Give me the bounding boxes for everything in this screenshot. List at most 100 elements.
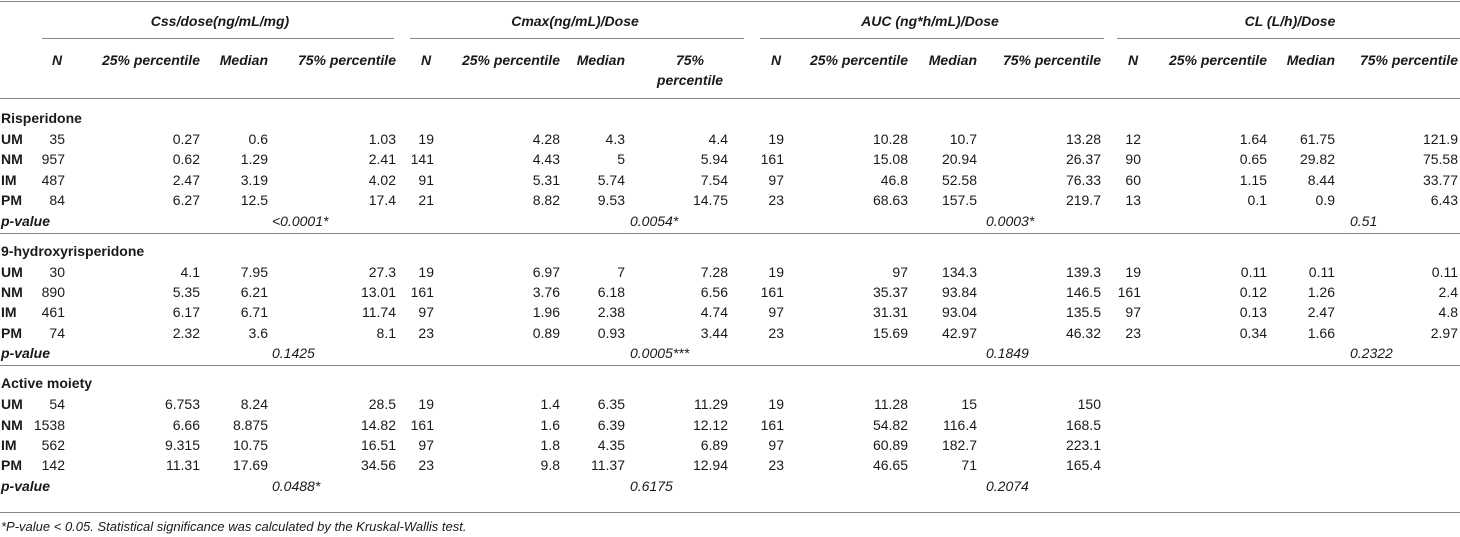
cell-p25: 0.62 bbox=[172, 151, 200, 168]
cell-median: 0.6 bbox=[248, 131, 268, 147]
section-title: Risperidone bbox=[1, 110, 82, 126]
cell-p25: 31.31 bbox=[872, 304, 908, 321]
pvalue: 0.1425 bbox=[272, 345, 315, 362]
cell-p75: 13.28 bbox=[1065, 131, 1101, 147]
cell-median: 8.24 bbox=[240, 396, 268, 413]
cell-p75: 11.74 bbox=[362, 304, 396, 321]
col-header-p75: 75% percentile bbox=[1002, 52, 1101, 68]
col-header-p25: 25% percentile bbox=[101, 52, 200, 68]
cell-p25: 1.4 bbox=[540, 396, 560, 413]
group-header-underline bbox=[1117, 38, 1460, 39]
cell-median: 12.5 bbox=[240, 192, 268, 209]
cell-median: 116.4 bbox=[943, 416, 977, 433]
cell-p75: 14.82 bbox=[360, 416, 396, 433]
pvalue: 0.2322 bbox=[1350, 345, 1393, 362]
pvalue-label: p-value bbox=[1, 212, 51, 229]
cell-p75: 17.4 bbox=[368, 192, 396, 209]
col-header-n: N bbox=[420, 52, 432, 68]
cell-p25: 1.15 bbox=[1239, 171, 1267, 188]
cell-p75: 146.5 bbox=[1065, 284, 1101, 300]
cell-p25: 1.96 bbox=[532, 304, 560, 321]
cell-median: 20.94 bbox=[941, 151, 977, 168]
cell-median: 7 bbox=[617, 263, 625, 280]
row-label: UM bbox=[1, 263, 23, 280]
cell-median: 6.21 bbox=[240, 284, 268, 300]
row-label: IM bbox=[1, 171, 17, 188]
cell-median: 10.75 bbox=[232, 437, 268, 453]
cell-p75: 219.7 bbox=[1065, 192, 1101, 209]
cell-n: 97 bbox=[418, 304, 434, 321]
cell-p25: 0.12 bbox=[1239, 284, 1267, 300]
cell-p75: 135.5 bbox=[1065, 304, 1101, 321]
cell-p25: 46.8 bbox=[880, 171, 908, 188]
section-title: 9-hydroxyrisperidone bbox=[1, 242, 145, 259]
cell-median: 17.69 bbox=[232, 457, 268, 474]
cell-median: 134.3 bbox=[941, 263, 977, 280]
cell-n: 97 bbox=[768, 304, 784, 321]
cell-median: 6.35 bbox=[597, 396, 625, 413]
pvalue: 0.1849 bbox=[986, 345, 1029, 362]
cell-median: 5 bbox=[617, 151, 625, 168]
cell-n: 23 bbox=[768, 457, 784, 474]
cell-p75: 121.9 bbox=[1422, 131, 1458, 147]
cell-p25: 5.35 bbox=[172, 284, 200, 300]
group-header: CL (L/h)/Dose bbox=[1244, 13, 1336, 29]
cell-n: 97 bbox=[768, 171, 784, 188]
cell-median: 71 bbox=[961, 457, 977, 474]
cell-p25: 68.63 bbox=[872, 192, 908, 209]
col-header-p75: 75% bbox=[675, 52, 705, 68]
cell-n: 12 bbox=[1125, 131, 1141, 147]
cell-median: 6.18 bbox=[597, 284, 625, 300]
row-label: IM bbox=[1, 304, 17, 321]
cell-median: 8.875 bbox=[232, 416, 268, 433]
row-label: NM bbox=[1, 284, 23, 300]
cell-p25: 0.1 bbox=[1247, 192, 1267, 209]
cell-n: 161 bbox=[760, 284, 784, 300]
cell-median: 42.97 bbox=[941, 324, 977, 341]
header-bottom-rule bbox=[0, 98, 1460, 99]
cell-n: 23 bbox=[768, 192, 784, 209]
pvalue: 0.0054* bbox=[630, 212, 679, 229]
cell-median: 10.7 bbox=[949, 131, 977, 147]
cell-p75: 150 bbox=[1077, 396, 1101, 413]
group-header-underline bbox=[760, 38, 1104, 39]
cell-p75: 33.77 bbox=[1422, 171, 1458, 188]
cell-p25: 11.31 bbox=[166, 457, 200, 474]
cell-median: 29.82 bbox=[1299, 151, 1335, 168]
pvalue: 0.0005*** bbox=[630, 345, 690, 362]
col-header-p25: 25% percentile bbox=[461, 52, 560, 68]
cell-p75: 28.5 bbox=[368, 396, 396, 413]
col-header-median: Median bbox=[576, 52, 625, 68]
cell-median: 9.53 bbox=[597, 192, 625, 209]
cell-median: 1.66 bbox=[1307, 324, 1335, 341]
cell-n: 97 bbox=[418, 437, 434, 453]
cell-n: 890 bbox=[41, 284, 65, 300]
cell-n: 23 bbox=[418, 457, 434, 474]
pvalue: 0.2074 bbox=[986, 477, 1029, 494]
cell-p25: 11.28 bbox=[874, 396, 908, 413]
cell-p75: 13.01 bbox=[360, 284, 396, 300]
cell-median: 5.74 bbox=[597, 171, 625, 188]
cell-p75: 6.89 bbox=[700, 437, 728, 453]
cell-p25: 2.47 bbox=[172, 171, 200, 188]
table-top-rule bbox=[0, 1, 1460, 2]
cell-p25: 0.65 bbox=[1239, 151, 1267, 168]
cell-n: 13 bbox=[1125, 192, 1141, 209]
col-header-n: N bbox=[770, 52, 782, 68]
cell-p25: 60.89 bbox=[872, 437, 908, 453]
cell-median: 1.26 bbox=[1307, 284, 1335, 300]
cell-p25: 6.97 bbox=[532, 263, 560, 280]
cell-p75: 0.11 bbox=[1431, 263, 1458, 280]
cell-p75: 223.1 bbox=[1065, 437, 1101, 453]
group-header-underline bbox=[42, 38, 394, 39]
col-header-p75: 75% percentile bbox=[1359, 52, 1458, 68]
cell-median: 3.6 bbox=[248, 324, 268, 341]
cell-n: 74 bbox=[49, 324, 65, 341]
cell-p25: 1.64 bbox=[1239, 131, 1267, 147]
cell-p75: 16.51 bbox=[360, 437, 396, 453]
col-header-p75: 75% percentile bbox=[297, 52, 396, 68]
cell-n: 54 bbox=[49, 396, 65, 413]
cell-p75: 76.33 bbox=[1065, 171, 1101, 188]
section-title: Active moiety bbox=[1, 375, 93, 392]
cell-p25: 1.8 bbox=[540, 437, 560, 453]
